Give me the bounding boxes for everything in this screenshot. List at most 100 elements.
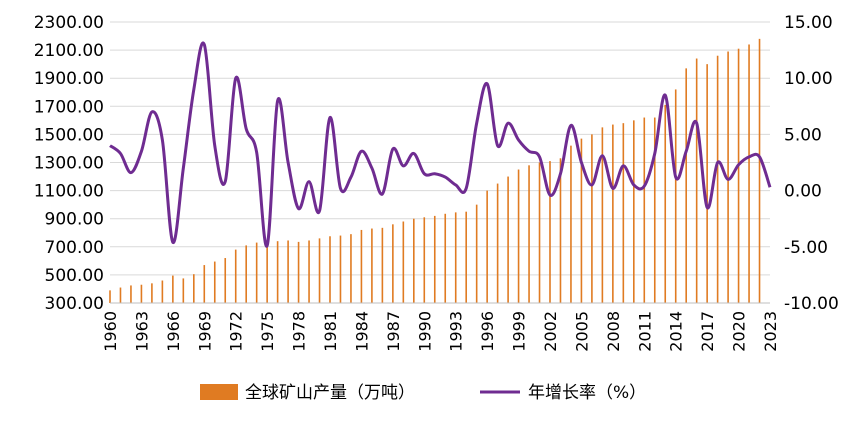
y-right-tick-label: 10.00 [784,69,833,89]
bar [591,134,593,303]
bar [475,204,478,303]
x-tick-label: 1963 [132,311,151,352]
bar [653,117,656,303]
axes: 300.00 500.00 700.00 900.00 1100.00 1300.00 15… [34,13,839,352]
bar [549,161,551,303]
bar [255,242,258,303]
grid-lines [110,21,770,304]
bar [695,58,698,303]
bar [528,165,530,303]
y-left-tick-label: 2100.00 [34,41,104,61]
bar [161,280,164,303]
bar [465,211,467,303]
x-tick-label: 1990 [415,311,434,352]
bar [664,104,667,304]
bar [276,241,279,303]
x-tick-label: 1984 [352,311,371,352]
y-left-tick-label: 900.00 [45,210,104,230]
bar [350,234,352,303]
bar [633,120,635,303]
bar [423,217,426,303]
x-tick-label: 2017 [698,311,717,352]
bar [727,51,729,303]
bar [172,275,174,303]
y-right-tick-label: 15.00 [784,13,833,33]
x-tick-label: 1999 [510,311,529,352]
bar [622,123,625,303]
bar [402,221,405,303]
bar [433,215,436,303]
bar [203,265,206,303]
bar [329,236,331,303]
bar [612,124,614,303]
y-right-tick-label: -10.00 [784,294,839,314]
x-tick-label: 1966 [164,311,183,352]
y-left-tick-label: 300.00 [45,294,104,314]
bar [381,227,384,303]
bar [643,117,646,303]
bar [748,44,750,303]
x-tick-label: 1975 [258,311,277,352]
y-left-tick-label: 700.00 [45,238,104,258]
x-tick-label: 2020 [730,311,749,352]
bar [339,235,342,303]
x-tick-label: 1969 [195,311,214,352]
legend-line-label: 年增长率（%） [528,383,646,403]
bar [318,238,321,303]
x-tick-label: 2014 [667,311,686,352]
bar [507,176,509,303]
bar [287,240,289,303]
bar [266,243,268,303]
legend-bar-swatch [200,384,238,400]
bar [119,287,122,303]
bar [559,158,562,303]
bar [486,190,488,303]
bar [601,127,604,303]
y-left-tick-label: 500.00 [45,266,104,286]
x-tick-label: 1972 [227,311,246,352]
bar [716,55,719,303]
x-tick-label: 1978 [290,311,309,352]
x-tick-label: 2011 [635,311,654,352]
legend: 全球矿山产量（万吨） 年增长率（%） [200,383,646,403]
bar [685,68,687,304]
bar [234,249,237,303]
y-left-tick-label: 1700.00 [34,97,104,117]
y-right-tick-label: 5.00 [784,125,822,145]
y-left-tick-label: 2300.00 [34,13,104,33]
x-tick-label: 2008 [604,311,623,352]
bar [245,245,247,303]
bar [109,290,111,303]
bar [570,145,572,303]
bar [496,183,499,303]
x-tick-label: 1996 [478,311,497,352]
bar [737,48,740,303]
bar [706,64,708,304]
y-right-tick-label: -5.00 [784,238,828,258]
bar [392,224,394,303]
bar [371,228,373,303]
bar [517,169,520,303]
x-tick-label: 2005 [572,311,591,352]
line-series [109,41,772,248]
x-tick-label: 1981 [321,311,340,352]
bar [130,285,132,303]
growth-rate-line [109,41,772,248]
x-tick-label: 2002 [541,311,560,352]
bar [580,138,583,303]
bar [213,261,216,303]
bar-series [109,38,761,304]
bar [193,274,195,303]
bar [444,213,447,303]
y-left-tick-label: 1100.00 [34,182,104,202]
x-tick-label: 1993 [447,311,466,352]
x-tick-label: 1987 [384,311,403,352]
bar [308,240,310,303]
y-left-tick-label: 1300.00 [34,154,104,174]
bar [360,229,363,303]
bar [151,283,153,303]
bar [297,241,300,303]
y-left-tick-label: 1500.00 [34,125,104,145]
